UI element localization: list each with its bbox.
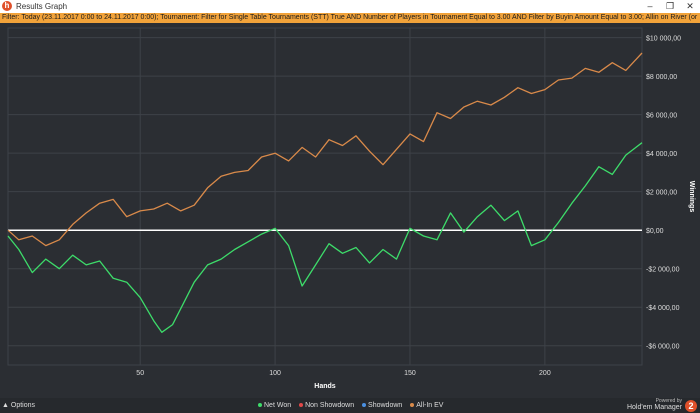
- bottom-bar: ▲ Options Net Won Non Showdown Showdown …: [0, 398, 700, 413]
- y-axis-label: Winnings: [688, 181, 695, 213]
- legend-non-showdown[interactable]: Non Showdown: [299, 402, 354, 409]
- y-tick-label: -$6 000,00: [646, 344, 680, 351]
- brand-name: Hold'em Manager: [626, 404, 682, 411]
- legend-allin-ev[interactable]: All-In EV: [410, 402, 443, 409]
- options-button[interactable]: ▲ Options: [2, 402, 35, 409]
- x-tick-label: 150: [404, 370, 416, 377]
- filter-bar[interactable]: Filter: Today (23.11.2017 0:00 to 24.11.…: [0, 13, 700, 23]
- filter-text: Filter: Today (23.11.2017 0:00 to 24.11.…: [2, 14, 698, 21]
- restore-icon[interactable]: ❐: [665, 1, 675, 11]
- brand-badge-icon: 2: [685, 400, 697, 412]
- legend-net-won[interactable]: Net Won: [258, 402, 291, 409]
- legend-allin-ev-label: All-In EV: [416, 402, 444, 409]
- y-tick-label: $2 000,00: [646, 190, 677, 197]
- y-tick-label: $0,00: [646, 228, 664, 235]
- window-title: Results Graph: [16, 2, 68, 11]
- options-label: Options: [10, 402, 35, 409]
- y-tick-label: -$2 000,00: [646, 267, 680, 274]
- y-tick-label: $10 000,00: [646, 36, 681, 43]
- all-in-ev-line: [7, 52, 643, 247]
- showdown-swatch: [362, 403, 367, 408]
- y-tick-label: $6 000,00: [646, 113, 677, 120]
- x-tick-label: 50: [136, 370, 144, 377]
- minimize-icon[interactable]: –: [647, 1, 653, 11]
- allin-ev-swatch: [410, 403, 415, 408]
- y-tick-label: $8 000,00: [646, 74, 677, 81]
- brand-powered-by: Powered by: [655, 398, 682, 404]
- title-bar: h Results Graph – ❐ ✕: [0, 0, 700, 14]
- non-showdown-swatch: [299, 403, 304, 408]
- chart-legend: Net Won Non Showdown Showdown All-In EV: [258, 401, 449, 411]
- net-won-swatch: [258, 403, 262, 408]
- legend-net-won-label: Net Won: [264, 402, 292, 409]
- x-tick-label: 100: [269, 370, 281, 377]
- legend-showdown[interactable]: Showdown: [362, 402, 402, 409]
- close-icon[interactable]: ✕: [686, 1, 694, 11]
- net-won-line: [7, 142, 643, 333]
- plot-area: [7, 27, 643, 366]
- results-chart: $10 000,00 $8 000,00 $6 000,00 $4 000,00 $2 …: [7, 27, 695, 390]
- x-axis-label: Hands: [314, 383, 336, 390]
- y-tick-label: -$4 000,00: [646, 305, 680, 312]
- hm-logo-icon: h: [2, 1, 12, 11]
- brand-logo: Powered by Hold'em Manager: [627, 398, 682, 412]
- y-tick-label: $4 000,00: [646, 151, 677, 158]
- legend-non-showdown-label: Non Showdown: [305, 402, 355, 409]
- x-tick-label: 200: [539, 370, 551, 377]
- legend-showdown-label: Showdown: [368, 402, 403, 409]
